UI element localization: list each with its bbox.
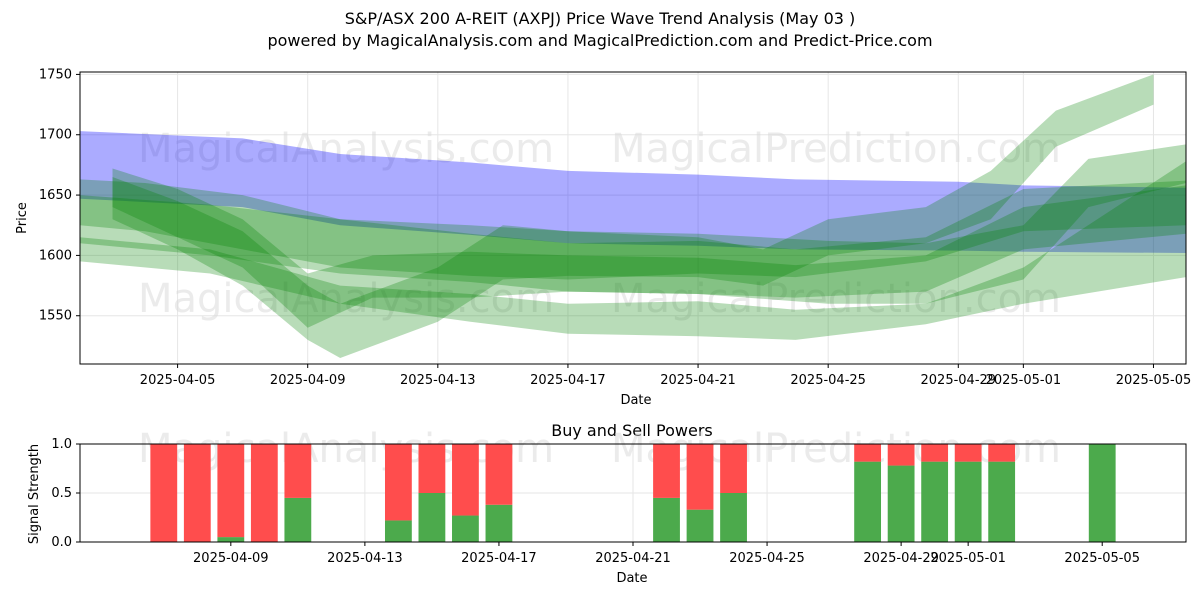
buy-power-bar	[384, 520, 412, 542]
buy-power-bar	[1088, 444, 1116, 542]
sell-power-bar	[653, 444, 680, 498]
price-axes: 1550 1600 1650 1700 1750 2025-04-05 2025-04-09…	[39, 67, 1191, 388]
signal-x-tick-label: 2025-04-13	[327, 551, 403, 566]
watermark-text: MagicalPrediction.com	[611, 426, 1061, 472]
price-bands	[80, 74, 1186, 359]
buy-power-bar	[921, 461, 949, 542]
signal-y-tick-label: 0.0	[51, 535, 72, 550]
signal-x-tick-label: 2025-04-29	[863, 551, 939, 566]
buy-power-bar	[854, 461, 882, 542]
watermark-text: MagicalPrediction.com	[611, 276, 1061, 322]
buy-power-bar	[954, 461, 982, 542]
chart-title-block: S&P/ASX 200 A-REIT (AXPJ) Price Wave Tre…	[0, 8, 1200, 52]
price-x-tick-label: 2025-05-05	[1116, 373, 1192, 388]
sell-power-bar	[452, 444, 479, 516]
signal-x-tick-label: 2025-05-05	[1064, 551, 1140, 566]
price-x-tick-label: 2025-04-29	[921, 373, 997, 388]
green-trend-band	[80, 161, 1186, 340]
buy-power-bar	[653, 497, 680, 542]
price-watermarks: MagicalAnalysis.com MagicalPrediction.co…	[138, 126, 1061, 322]
green-trend-band	[80, 179, 1186, 280]
blue-trend-band	[80, 131, 1186, 253]
sell-power-bar	[485, 444, 513, 505]
signal-chart-title: Buy and Sell Powers	[551, 421, 713, 440]
chart-subtitle: powered by MagicalAnalysis.com and Magic…	[267, 31, 933, 50]
buy-power-bar	[686, 509, 714, 542]
price-plot-frame	[79, 71, 1187, 365]
sell-power-bar	[686, 444, 714, 510]
watermark-text: MagicalPrediction.com	[611, 126, 1061, 172]
price-y-tick-label: 1700	[39, 128, 72, 143]
signal-x-tick-label: 2025-05-01	[930, 551, 1006, 566]
sell-power-bar	[217, 444, 245, 538]
chart-title: S&P/ASX 200 A-REIT (AXPJ) Price Wave Tre…	[344, 9, 856, 28]
price-y-tick-label: 1550	[39, 309, 72, 324]
sell-power-bar	[720, 444, 747, 493]
signal-x-axis-label: Date	[616, 571, 647, 586]
buy-power-bar	[284, 497, 312, 542]
price-x-tick-label: 2025-05-01	[986, 373, 1062, 388]
price-x-tick-label: 2025-04-05	[140, 373, 216, 388]
sell-power-bar	[183, 444, 211, 542]
signal-y-axis-label: Signal Strength	[27, 444, 42, 544]
price-x-tick-label: 2025-04-25	[790, 373, 866, 388]
price-y-axis-label: Price	[15, 202, 30, 234]
sell-power-bar	[921, 444, 949, 462]
price-x-tick-label: 2025-04-21	[660, 373, 736, 388]
sell-power-bar	[418, 444, 446, 493]
buy-power-bar	[720, 493, 747, 542]
buy-power-bar	[418, 493, 446, 542]
buy-power-bar	[485, 504, 513, 542]
buy-power-bar	[887, 465, 915, 542]
sell-power-bar	[150, 444, 178, 542]
sell-power-bar	[854, 444, 882, 462]
signal-y-tick-label: 1.0	[51, 437, 72, 452]
green-trend-band	[112, 74, 1154, 359]
sell-power-bar	[988, 444, 1016, 462]
signal-watermarks: MagicalAnalysis.com MagicalPrediction.co…	[138, 426, 1061, 472]
signal-x-tick-label: 2025-04-25	[729, 551, 805, 566]
buy-power-bar	[988, 461, 1016, 542]
buy-power-bar	[217, 537, 245, 542]
green-trend-band	[80, 144, 1186, 304]
signal-x-tick-label: 2025-04-21	[595, 551, 671, 566]
sell-power-bar	[954, 444, 982, 462]
price-x-tick-label: 2025-04-13	[400, 373, 476, 388]
sell-power-bar	[250, 444, 278, 542]
green-trend-band	[112, 168, 1186, 328]
watermark-text: MagicalAnalysis.com	[138, 276, 554, 322]
buy-power-bar	[452, 515, 479, 542]
price-grid	[80, 72, 1186, 364]
price-x-axis-label: Date	[620, 393, 651, 408]
signal-x-tick-label: 2025-04-09	[193, 551, 269, 566]
signal-axes: 0.0 0.5 1.0 2025-04-09 2025-04-13 2025-04-17 2…	[51, 437, 1140, 566]
signal-x-tick-label: 2025-04-17	[461, 551, 537, 566]
price-x-tick-label: 2025-04-09	[270, 373, 346, 388]
price-y-tick-label: 1650	[39, 188, 72, 203]
price-y-tick-label: 1750	[39, 67, 72, 82]
signal-bars	[150, 444, 1116, 542]
watermark-text: MagicalAnalysis.com	[138, 126, 554, 172]
price-x-tick-label: 2025-04-17	[530, 373, 606, 388]
price-y-tick-label: 1600	[39, 248, 72, 263]
sell-power-bar	[284, 444, 312, 498]
signal-y-tick-label: 0.5	[51, 486, 72, 501]
sell-power-bar	[887, 444, 915, 466]
sell-power-bar	[384, 444, 412, 521]
